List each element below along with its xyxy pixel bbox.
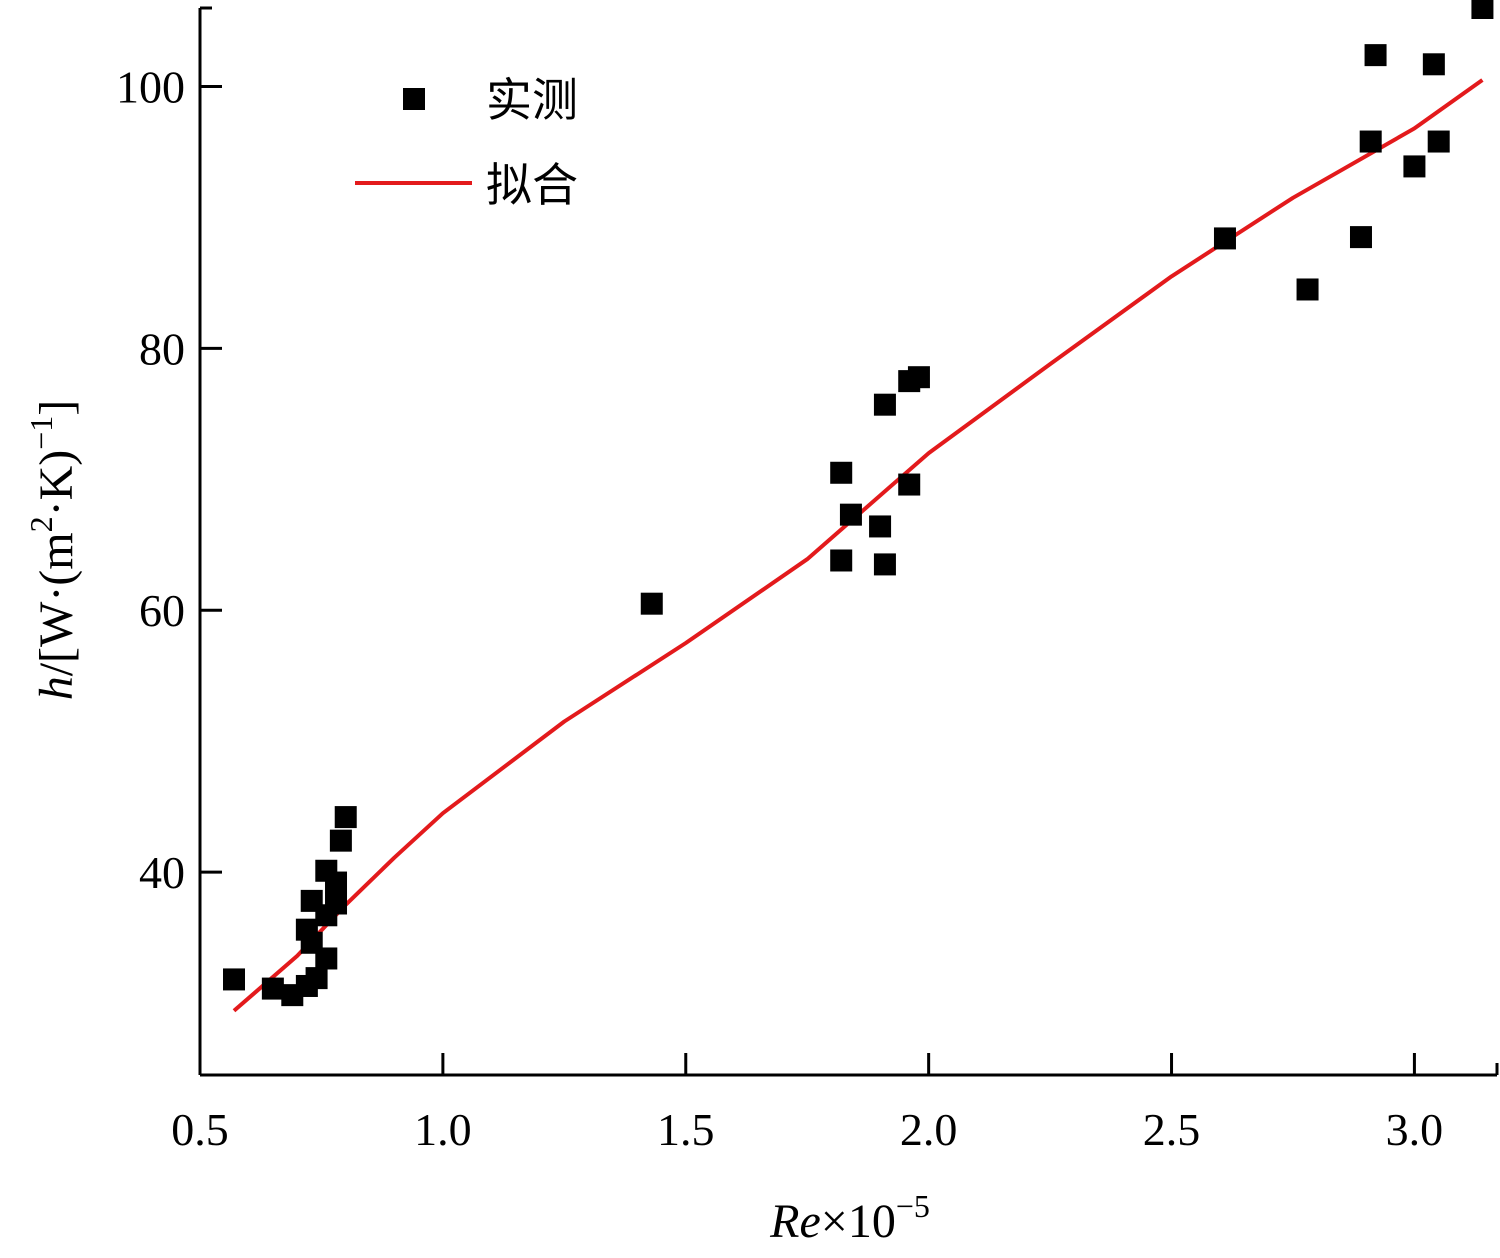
x-tick-label: 1.5 — [657, 1104, 715, 1155]
x-tick-label: 2.0 — [900, 1104, 958, 1155]
measured-point — [1427, 130, 1450, 153]
legend-marker-measured — [403, 88, 425, 110]
measured-point — [1364, 44, 1387, 67]
measured-point — [300, 889, 323, 912]
measured-point — [907, 366, 930, 389]
measured-point — [640, 592, 663, 615]
x-tick-label: 3.0 — [1386, 1104, 1444, 1155]
measured-point — [873, 553, 896, 576]
measured-point — [334, 806, 357, 829]
x-axis-title: Re×10−5 — [769, 1188, 930, 1248]
x-tick-label: 0.5 — [171, 1104, 229, 1155]
measured-point — [873, 393, 896, 416]
measured-point — [295, 918, 318, 941]
measured-point — [329, 829, 352, 852]
measured-point — [1359, 130, 1382, 153]
y-axis-title: h/[W·(m2·K)−1] — [23, 400, 83, 701]
measured-point — [839, 503, 862, 526]
y-tick-label: 60 — [139, 585, 185, 636]
measured-point — [1296, 278, 1319, 301]
measured-series — [223, 0, 1494, 1007]
legend-label-measured: 实测 — [486, 73, 578, 127]
measured-point — [830, 461, 853, 484]
measured-point — [1422, 53, 1445, 76]
measured-point — [898, 473, 921, 496]
measured-point — [1213, 227, 1236, 250]
measured-point — [1403, 155, 1426, 178]
legend: 实测 拟合 — [355, 73, 578, 212]
y-tick-label: 80 — [139, 323, 185, 374]
measured-point — [325, 892, 348, 915]
fit-series — [232, 78, 1484, 1013]
y-tick-label: 100 — [116, 62, 185, 113]
fit-line — [232, 78, 1484, 1013]
measured-point — [315, 859, 338, 882]
measured-point — [305, 967, 328, 990]
x-tick-label: 2.5 — [1143, 1104, 1201, 1155]
measured-point — [261, 977, 284, 1000]
measured-point — [869, 515, 892, 538]
measured-point — [223, 968, 246, 991]
measured-point — [1471, 0, 1494, 19]
measured-point — [1349, 226, 1372, 249]
x-tick-label: 1.0 — [414, 1104, 472, 1155]
axes: 0.5 1.0 1.5 2.0 2.5 3.0 40 60 80 100 — [116, 6, 1499, 1155]
legend-label-fit: 拟合 — [486, 158, 578, 212]
measured-point — [830, 549, 853, 572]
y-tick-label: 40 — [139, 847, 185, 898]
